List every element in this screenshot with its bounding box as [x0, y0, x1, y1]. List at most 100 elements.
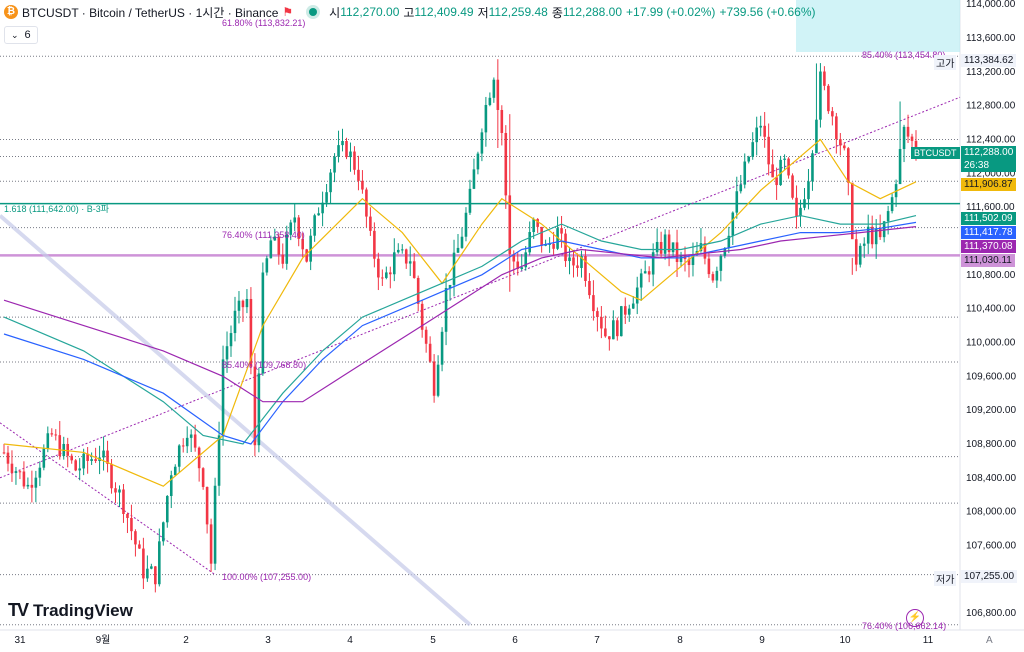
candle-body	[412, 261, 416, 278]
candle-body	[70, 455, 73, 461]
candle-body	[584, 255, 587, 281]
candle-body	[456, 247, 460, 253]
candle-body	[914, 140, 918, 153]
tradingview-logo[interactable]: TV TradingView	[8, 600, 133, 621]
candle-body	[14, 471, 18, 473]
candle-body	[253, 366, 257, 446]
candle-body	[361, 180, 364, 190]
candle-body	[273, 236, 277, 241]
candle-body	[902, 126, 906, 150]
candle-body	[173, 466, 177, 476]
candle-body	[18, 471, 22, 473]
auto-scale-button[interactable]: A	[986, 635, 993, 646]
candle-body	[898, 149, 902, 185]
candle-body	[142, 548, 145, 579]
candle-body	[345, 140, 348, 158]
candle-body	[858, 245, 862, 265]
candle-body	[436, 364, 440, 396]
candle-body	[428, 343, 432, 362]
candle-body	[771, 164, 774, 178]
candle-body	[763, 125, 766, 137]
candle-body	[420, 303, 424, 330]
candle-body	[229, 333, 233, 347]
candle-body	[241, 300, 245, 308]
candle-body	[34, 477, 38, 488]
open-label: 시	[329, 5, 341, 20]
x-tick-label-6: 6	[512, 635, 518, 646]
candle-body	[233, 310, 237, 334]
ma-green-tag: 111,502.09	[961, 212, 1016, 225]
candle-body	[301, 238, 304, 250]
candle-body	[325, 192, 328, 203]
candle-body	[671, 242, 675, 253]
flag-icon[interactable]: ⚑	[282, 5, 294, 19]
x-tick-label-2: 2	[183, 635, 189, 646]
ma-yellow-line	[3, 138, 917, 487]
candle-body	[158, 541, 161, 585]
low-value: 112,259.48	[488, 5, 548, 19]
fib-label-4: 76.40% (111,358.40)	[222, 230, 305, 240]
candle-body	[54, 434, 58, 436]
highlight-zone	[796, 0, 960, 52]
x-tick-label-1: 9월	[96, 634, 111, 646]
candle-body	[492, 79, 496, 98]
candle-body	[309, 235, 312, 262]
candle-body	[10, 463, 14, 473]
candle-body	[110, 463, 113, 489]
candle-body	[261, 272, 265, 374]
candle-body	[245, 298, 249, 308]
candle-body	[775, 177, 778, 186]
y-tick-label-5: 112,000.00	[966, 168, 1016, 179]
candle-body	[22, 471, 26, 487]
open-value: 112,270.00	[340, 5, 400, 19]
last-price-tag: 112,288.00 26:38	[961, 146, 1017, 172]
candle-body	[619, 306, 623, 337]
candle-body	[791, 175, 794, 198]
candle-body	[281, 254, 285, 264]
lightning-icon[interactable]: ⚡	[906, 609, 924, 627]
candle-body	[874, 228, 878, 245]
candle-body	[213, 485, 217, 564]
candle-body	[699, 243, 703, 251]
candle-body	[86, 453, 89, 461]
y-tick-label-4: 112,400.00	[966, 135, 1016, 146]
x-tick-label-3: 3	[265, 635, 271, 646]
candle-body	[333, 156, 336, 173]
symbol-title[interactable]: BTCUSDT · Bitcoin / TetherUS · 1시간 · Bin…	[22, 5, 279, 20]
fib-label-7: 76.40% (106,662.14)	[862, 621, 947, 631]
candle-body	[886, 211, 890, 222]
candle-body	[862, 243, 866, 246]
candle-body	[839, 139, 842, 146]
candle-body	[532, 219, 535, 233]
last-price: 112,288.00	[964, 147, 1014, 158]
candle-body	[635, 287, 639, 304]
x-tick-label-5: 5	[430, 635, 436, 646]
symbol-tag: BTCUSDT	[911, 147, 960, 159]
candle-body	[795, 197, 798, 217]
candle-body	[882, 221, 886, 238]
candle-body	[2, 452, 6, 454]
candle-body	[528, 232, 531, 253]
candle-body	[6, 452, 10, 464]
bitcoin-icon: ₿	[4, 5, 18, 19]
candle-body	[305, 249, 308, 262]
high-value: 112,409.49	[414, 5, 474, 19]
candle-body	[416, 277, 420, 304]
candle-body	[353, 151, 356, 170]
candle-body	[317, 213, 320, 216]
y-tick-label-15: 107,600.00	[966, 540, 1016, 551]
candle-body	[819, 71, 822, 120]
candle-body	[341, 140, 344, 146]
candle-body	[552, 243, 555, 249]
ma-green-line	[3, 214, 917, 445]
candle-body	[257, 373, 261, 446]
indicator-toggle-button[interactable]: ⌄ 6	[4, 26, 38, 44]
candle-body	[608, 336, 611, 340]
y-tick-label-0: 114,000.00	[966, 0, 1016, 10]
candle-body	[114, 488, 117, 493]
ma-purple-line	[3, 226, 917, 403]
candle-body	[516, 261, 520, 269]
hline-purple-tag: 111,030.11	[961, 254, 1015, 267]
